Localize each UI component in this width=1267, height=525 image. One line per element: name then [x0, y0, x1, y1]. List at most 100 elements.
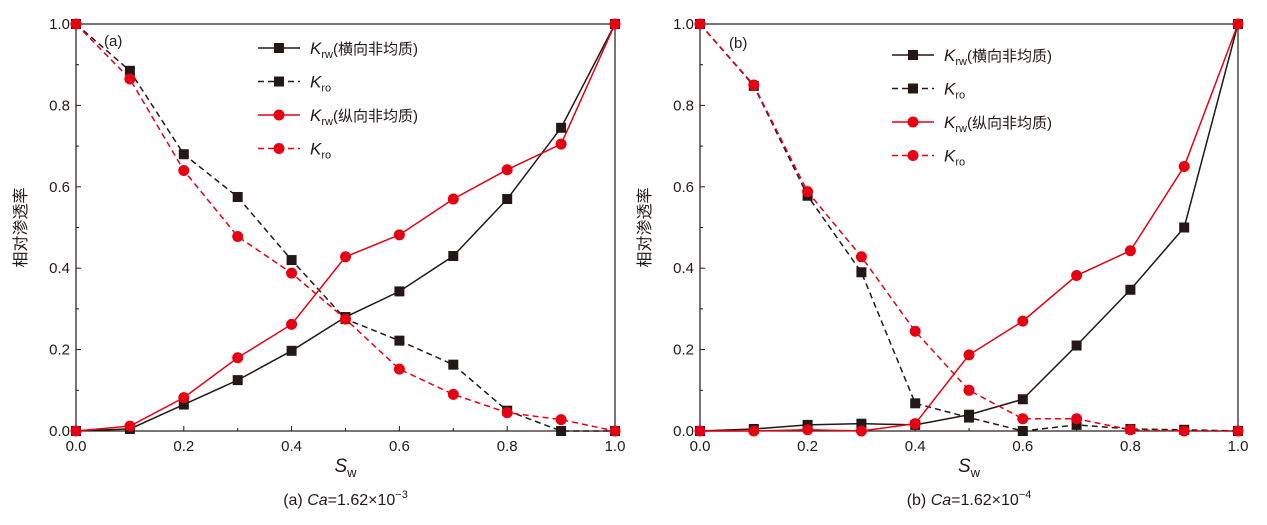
data-point-square [964, 412, 974, 423]
data-point-circle [609, 425, 621, 437]
caption-value: =1.62×10 [951, 492, 1019, 509]
data-point-circle [609, 18, 621, 30]
series-3 [70, 18, 621, 437]
data-point-circle [802, 186, 814, 198]
data-point-circle [1071, 413, 1083, 425]
legend-symbol: K [310, 39, 322, 58]
legend-marker-square [274, 43, 284, 53]
y-tick-label: 0.6 [49, 179, 70, 196]
data-point-circle [748, 79, 760, 91]
figure-caption: (a) Ca=1.62×10−3 [283, 489, 408, 509]
series-line [75, 23, 615, 432]
data-point-circle [1071, 270, 1083, 282]
data-point-circle [124, 420, 136, 432]
legend-entry: Krw(横向非均质) [258, 39, 418, 61]
legend-symbol: K [310, 106, 322, 125]
data-point-circle [694, 425, 706, 437]
y-axis-label: 相对渗透率 [636, 187, 654, 267]
data-point-circle [1232, 18, 1244, 30]
legend-label: Krw(横向非均质) [310, 39, 418, 61]
legend-marker-circle [907, 150, 919, 161]
caption-value: =1.62×10 [328, 492, 396, 509]
legend-label: Kro [944, 147, 965, 169]
legend-suffix: (横向非均质) [333, 41, 418, 58]
legend-subscript: ro [955, 157, 965, 169]
legend-subscript: rw [955, 56, 967, 68]
caption-prefix: (a) [283, 492, 307, 509]
legend-marker-square [908, 83, 918, 94]
x-tick-label: 0.6 [389, 438, 410, 455]
legend-subscript: rw [955, 123, 967, 135]
series-1 [695, 19, 1243, 436]
data-point-circle [501, 407, 513, 419]
caption-variable: Ca [307, 492, 328, 509]
x-tick-label: 0.2 [173, 438, 194, 455]
data-point-square [910, 398, 921, 409]
legend-symbol: K [944, 113, 956, 132]
data-point-circle [963, 349, 975, 361]
data-point-square [1017, 394, 1028, 405]
data-point-square [502, 194, 513, 205]
data-point-square [232, 191, 243, 202]
legend-entry: Kro [892, 80, 965, 102]
x-tick-label: 0.2 [797, 438, 818, 455]
legend-symbol: K [310, 140, 322, 159]
data-point-square [1017, 426, 1028, 436]
series-2 [694, 18, 1244, 437]
data-point-square [1071, 419, 1082, 430]
data-point-square [124, 65, 135, 76]
data-point-circle [124, 73, 136, 85]
legend-symbol: K [944, 80, 956, 99]
data-point-square [394, 286, 405, 297]
series-0 [695, 19, 1243, 436]
data-point-square [448, 250, 459, 261]
data-point-circle [1124, 424, 1136, 436]
data-point-circle [340, 313, 351, 325]
y-tick-label: 1.0 [673, 16, 694, 33]
data-point-circle [748, 425, 760, 437]
x-axis-label-subscript: w [346, 465, 357, 480]
data-point-square [448, 359, 459, 370]
y-tick-label: 0.8 [673, 97, 694, 114]
data-point-square [394, 335, 405, 346]
legend-entry: Kro [258, 73, 331, 95]
x-tick-label: 0.8 [1120, 438, 1141, 455]
series-3 [694, 18, 1244, 437]
legend-marker-circle [907, 116, 919, 128]
legend-entry: Krw(纵向非均质) [258, 106, 418, 128]
data-point-circle [694, 18, 706, 30]
caption-variable: Ca [931, 492, 952, 509]
data-point-square [178, 149, 189, 160]
legend-subscript: rw [321, 49, 333, 61]
y-tick-label: 0.0 [49, 423, 70, 440]
legend-subscript: rw [321, 116, 333, 128]
data-point-square [1125, 284, 1136, 295]
data-point-square [232, 375, 243, 386]
legend-subscript: ro [321, 83, 331, 95]
y-tick-label: 0.2 [49, 342, 70, 359]
legend-marker-circle [273, 109, 285, 121]
data-point-square [556, 426, 567, 436]
data-point-circle [963, 384, 975, 396]
x-axis-label: Sw [958, 456, 981, 480]
series-line [700, 23, 1239, 432]
data-point-circle [1017, 315, 1029, 327]
x-tick-label: 1.0 [605, 438, 626, 455]
y-tick-label: 0.2 [673, 342, 694, 359]
plot-frame [75, 23, 616, 432]
legend-entry: Kro [892, 147, 965, 169]
series-line [699, 23, 1239, 432]
series-2 [70, 18, 621, 437]
series-line [75, 23, 616, 432]
data-point-circle [802, 424, 814, 436]
legend-symbol: K [944, 46, 956, 65]
legend-subscript: ro [955, 90, 965, 102]
data-point-circle [501, 164, 513, 176]
data-point-circle [1178, 160, 1190, 172]
x-axis-label-symbol: S [958, 456, 971, 477]
legend-marker-circle [273, 143, 285, 154]
legend-symbol: K [310, 73, 322, 92]
caption-exponent: −4 [1019, 489, 1032, 501]
legend-marker-square [274, 76, 284, 87]
